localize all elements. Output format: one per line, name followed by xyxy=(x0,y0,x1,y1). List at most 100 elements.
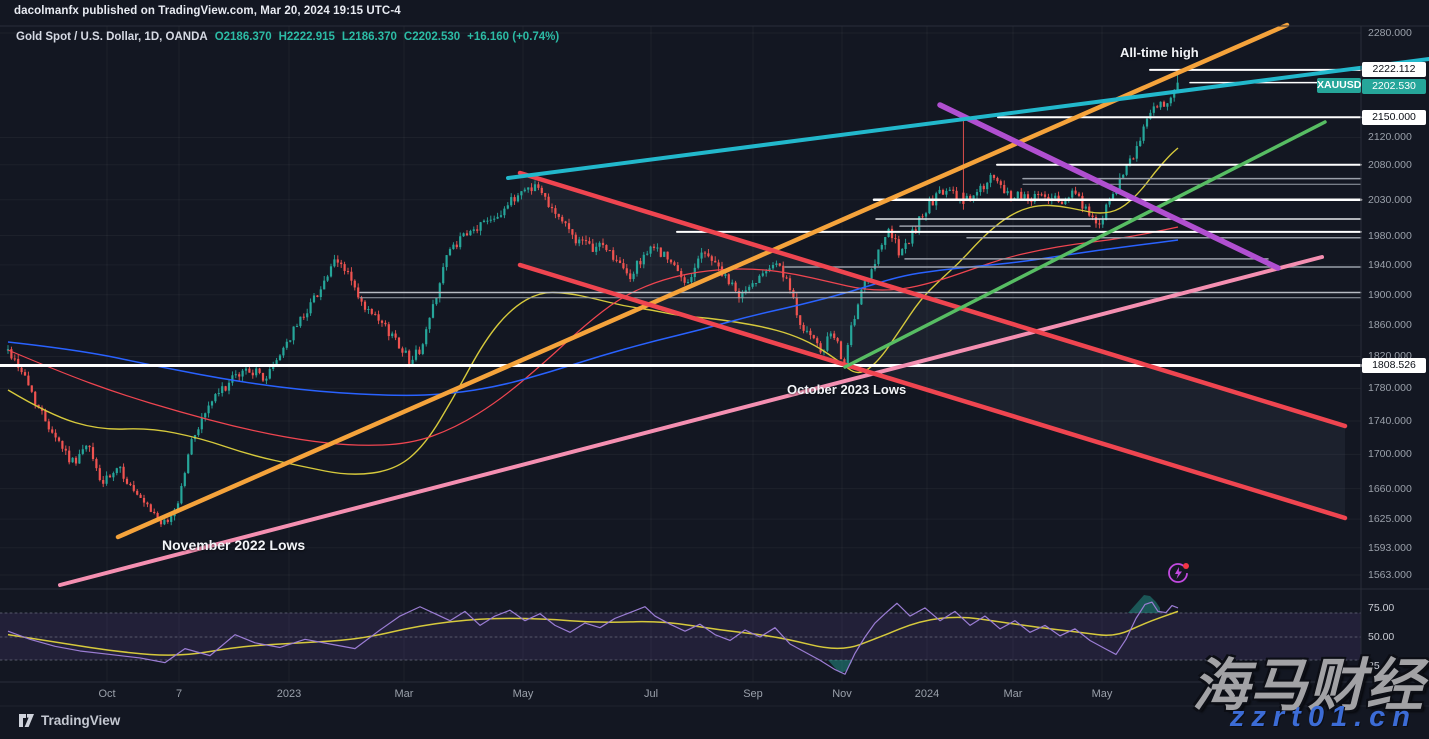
candle-body xyxy=(408,350,411,364)
candle-body xyxy=(108,475,112,478)
candle-body xyxy=(547,196,550,207)
candle-body xyxy=(207,405,210,414)
candle-body xyxy=(224,386,227,391)
price-axis-label[interactable]: 2150.000 xyxy=(1362,109,1426,125)
candle-body xyxy=(231,375,234,383)
candle-body xyxy=(200,417,203,430)
candle-body xyxy=(333,259,336,267)
candle-body xyxy=(839,341,843,360)
candle-body xyxy=(540,187,543,194)
annotation-all-time-high: All-time high xyxy=(1120,45,1199,60)
candle-body xyxy=(377,314,380,321)
time-axis-label: 2024 xyxy=(914,688,940,700)
candle-body xyxy=(618,260,622,264)
candle-body xyxy=(309,302,312,314)
candle-body xyxy=(95,459,98,469)
candle-body xyxy=(238,374,241,377)
candle-body xyxy=(268,369,271,379)
candle-body xyxy=(683,277,686,283)
candle-body xyxy=(323,280,326,290)
candle-body xyxy=(880,244,883,250)
candle-body xyxy=(669,259,673,263)
candle-body xyxy=(622,263,625,269)
candle-body xyxy=(6,349,10,351)
rsi-axis-label: 50.00 xyxy=(1368,631,1395,643)
candle-body xyxy=(85,445,88,450)
candle-body xyxy=(1111,194,1115,200)
candle-body xyxy=(1101,219,1104,225)
legend-low: L2186.370 xyxy=(341,31,397,43)
candle-body xyxy=(989,174,992,183)
price-axis-label: 1625.000 xyxy=(1368,513,1412,526)
price-axis-label[interactable]: 1808.526 xyxy=(1362,358,1426,374)
candle-body xyxy=(605,245,608,251)
candle-body xyxy=(673,262,676,266)
candle-body xyxy=(503,208,506,216)
time-axis-label: Mar xyxy=(1003,688,1023,700)
candle-body xyxy=(431,304,435,318)
candle-body xyxy=(91,447,95,460)
candle-body xyxy=(649,246,652,254)
tradingview-logo[interactable]: TradingView xyxy=(18,713,120,728)
candle-body xyxy=(428,317,431,330)
symbol-legend[interactable]: Gold Spot / U.S. Dollar, 1D, OANDA O2186.… xyxy=(16,31,559,43)
candle-body xyxy=(1020,191,1023,199)
candle-body xyxy=(421,344,424,354)
candle-body xyxy=(544,193,547,197)
candle-body xyxy=(1088,206,1091,216)
candle-body xyxy=(275,360,278,365)
candle-body xyxy=(190,439,193,455)
candle-body xyxy=(1173,91,1176,98)
candle-body xyxy=(156,513,159,521)
candle-body xyxy=(166,519,169,522)
candle-body xyxy=(812,335,815,339)
candle-body xyxy=(479,222,482,231)
candle-body xyxy=(931,199,934,206)
candle-body xyxy=(771,265,775,269)
candle-body xyxy=(425,329,428,345)
candle-body xyxy=(163,519,166,525)
candle-body xyxy=(833,333,836,339)
candle-body xyxy=(462,233,465,237)
candle-body xyxy=(438,283,441,298)
watermark-url: zzrt01.cn xyxy=(1229,701,1417,733)
candle-body xyxy=(564,221,567,224)
candle-body xyxy=(659,247,662,257)
candle-body xyxy=(761,273,764,276)
candle-body xyxy=(826,336,829,351)
candle-body xyxy=(455,244,458,248)
candle-body xyxy=(697,258,700,268)
annotation-november-2022-lows: November 2022 Lows xyxy=(162,537,306,553)
price-axis-label: 2280.000 xyxy=(1368,27,1412,39)
channel-fill xyxy=(520,173,1345,518)
candle-body xyxy=(748,286,751,291)
price-axis-label[interactable]: 2222.112 xyxy=(1362,62,1426,78)
candle-body xyxy=(754,283,758,285)
candle-body xyxy=(1043,194,1047,197)
candle-body xyxy=(690,277,693,283)
candle-body xyxy=(1030,201,1033,203)
candle-body xyxy=(941,189,945,195)
candle-body xyxy=(731,282,734,285)
watermark-chinese: 海马财经 xyxy=(1192,654,1424,718)
candle-body xyxy=(234,374,237,376)
candle-body xyxy=(792,290,795,298)
candle-body xyxy=(51,429,54,433)
candle-body xyxy=(901,249,904,256)
candle-body xyxy=(554,208,557,214)
candle-body xyxy=(584,240,588,242)
candle-body xyxy=(537,184,540,188)
candle-body xyxy=(904,243,907,250)
time-axis-label: Jul xyxy=(643,688,659,700)
candle-body xyxy=(727,274,730,285)
candle-body xyxy=(1016,191,1019,199)
flash-icon[interactable] xyxy=(1166,560,1192,586)
candle-body xyxy=(435,297,438,305)
candle-body xyxy=(112,473,115,478)
candle-body xyxy=(61,440,64,449)
price-axis-label[interactable]: 2202.530 xyxy=(1362,78,1426,94)
candle-body xyxy=(350,271,353,281)
candle-body xyxy=(295,326,299,328)
candle-body xyxy=(452,244,455,250)
